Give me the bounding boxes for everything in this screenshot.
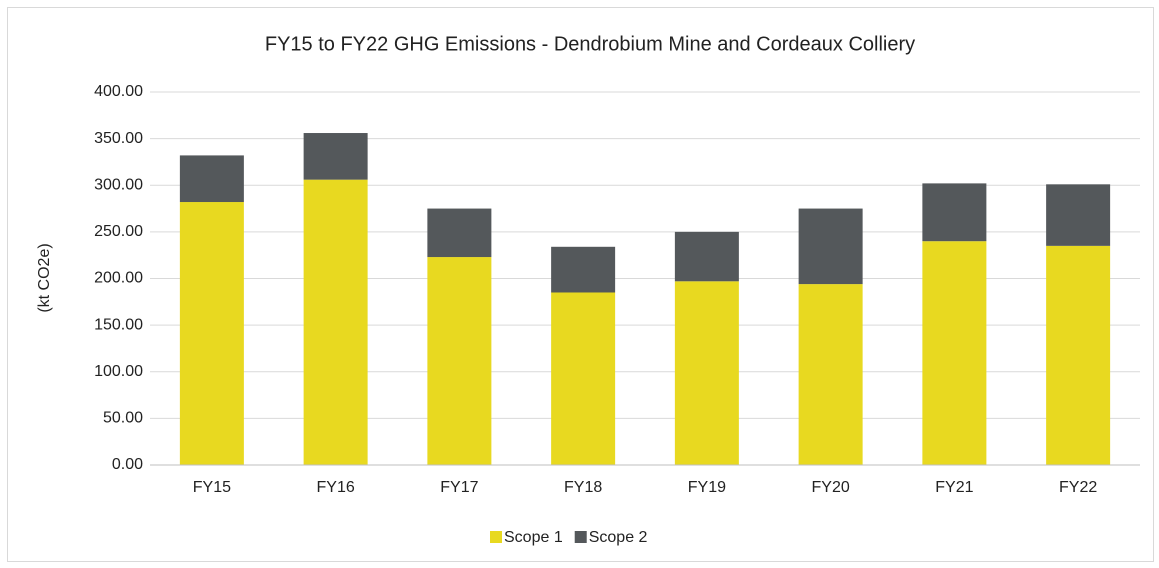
x-tick-label: FY19 [688,479,726,496]
chart-title: FY15 to FY22 GHG Emissions - Dendrobium … [265,33,915,55]
y-tick-label: 200.00 [94,270,143,287]
y-axis-label: (kt CO2e) [36,243,53,312]
y-tick-label: 400.00 [94,83,143,100]
bar-segment [303,133,368,180]
x-tick-label: FY18 [564,479,602,496]
y-tick-label: 150.00 [94,316,143,333]
bar-segment [427,257,492,465]
legend-label: Scope 2 [589,529,648,546]
bar-segment [1046,184,1111,246]
bar-segment [674,231,739,282]
x-tick-label: FY20 [812,479,850,496]
legend-label: Scope 1 [504,529,563,546]
bar-segment [798,284,863,465]
bar-segment [798,208,863,285]
x-tick-label: FY17 [440,479,478,496]
y-tick-label: 300.00 [94,176,143,193]
bar-segment [551,292,616,465]
x-tick-label: FY21 [935,479,973,496]
bar-segment [179,202,244,465]
bar-segment [674,281,739,465]
legend-swatch [574,531,587,543]
bar-segment [427,208,492,258]
x-tick-label: FY15 [193,479,231,496]
y-tick-label: 100.00 [94,363,143,380]
bar-segment [303,179,368,465]
bar-segment [922,183,987,242]
y-tick-label: 350.00 [94,130,143,147]
bar-segment [1046,245,1111,465]
bar-segment [922,241,987,465]
bar-segment [179,155,244,203]
legend-swatch [490,531,502,543]
bar-segment [551,246,616,293]
y-tick-label: 50.00 [103,410,143,427]
x-tick-label: FY16 [317,479,355,496]
x-tick-label: FY22 [1059,479,1097,496]
y-tick-label: 0.00 [112,456,143,473]
y-tick-label: 250.00 [94,223,143,240]
